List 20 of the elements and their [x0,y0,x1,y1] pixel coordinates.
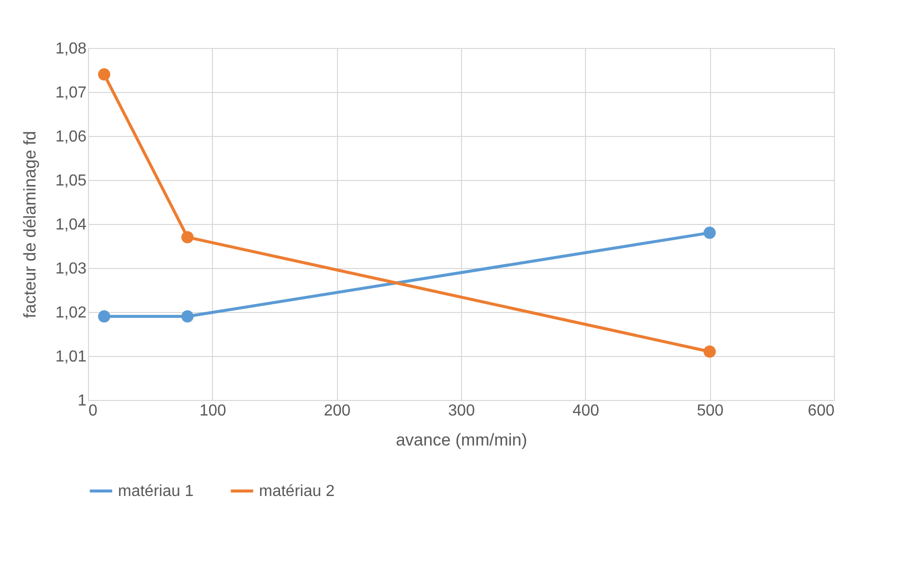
y-tick-label: 1,06 [55,128,87,146]
x-tick-label: 100 [199,402,226,420]
y-tick-label: 1,02 [55,304,87,322]
y-axis-title: facteur de délaminage fd [20,130,40,318]
x-tick-label: 200 [324,402,351,420]
x-tick-label: 600 [808,402,835,420]
x-tick-label: 0 [88,402,98,420]
x-tick-label: 400 [572,402,600,420]
x-axis-title: avance (mm/min) [396,430,528,450]
legend-label: matériau 1 [118,483,194,500]
x-tick-label: 300 [448,402,475,420]
legend-label: matériau 2 [259,483,335,500]
y-tick-label: 1,07 [55,84,87,102]
y-tick-label: 1 [78,392,87,410]
y-tick-label: 1,04 [55,216,87,234]
y-tick-label: 1,08 [55,40,87,58]
x-tick-label: 500 [696,402,724,420]
y-tick-label: 1,03 [55,260,87,278]
y-tick-label: 1,05 [55,172,87,190]
y-tick-label: 1,01 [55,348,87,366]
